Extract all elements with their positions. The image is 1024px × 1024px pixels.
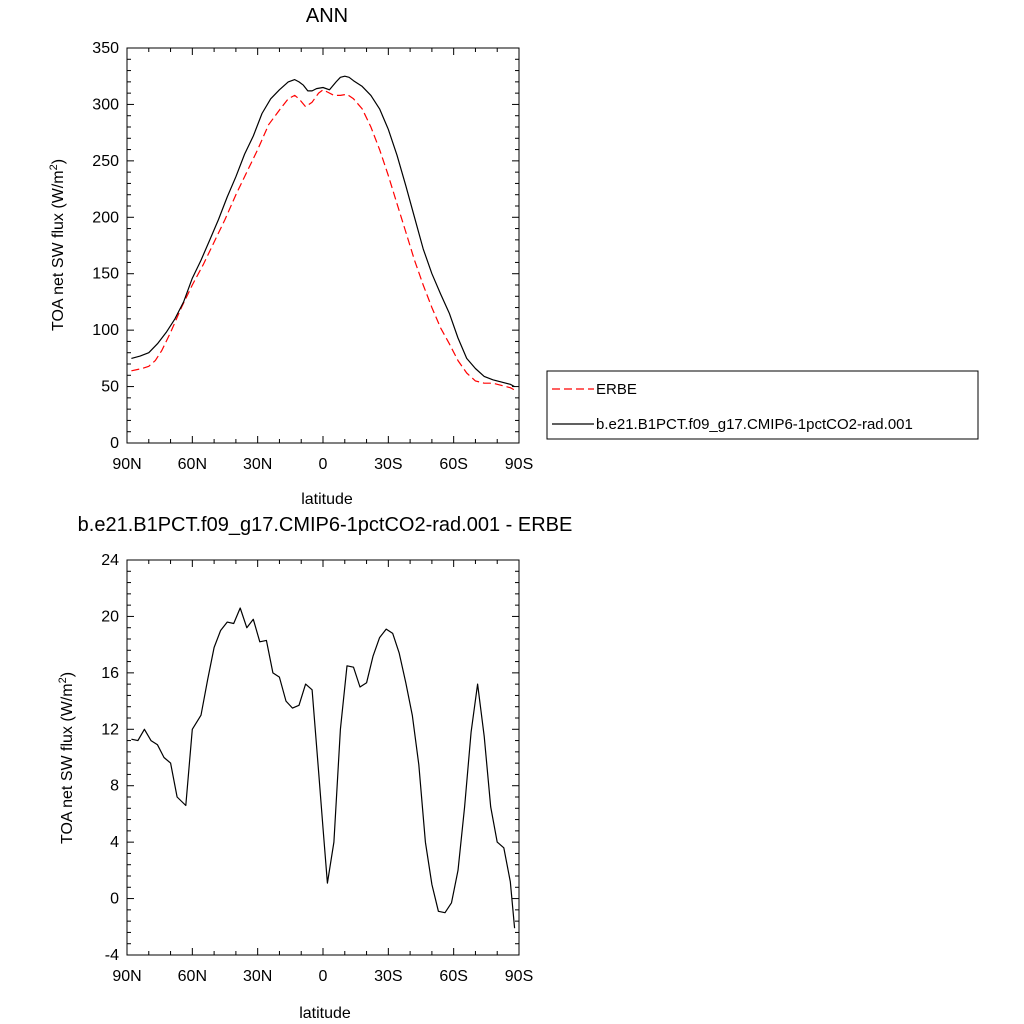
bottom-x-tick-label: 90S xyxy=(505,968,533,985)
top-y-tick-label: 350 xyxy=(92,40,119,57)
bottom-y-tick-label: 24 xyxy=(101,552,119,569)
bottom-y-tick-label: 20 xyxy=(101,608,119,625)
bottom-series-lines xyxy=(131,607,516,929)
top-y-axis-unit: (W/m xyxy=(50,170,67,208)
top-x-tick-label: 30N xyxy=(243,456,272,473)
top-x-axis-label: latitude xyxy=(301,491,353,508)
top-series-erbe xyxy=(131,89,515,391)
top-y-tick-label: 0 xyxy=(110,435,119,452)
bottom-y-tick-label: 0 xyxy=(110,891,119,908)
top-x-tick-label: 90S xyxy=(505,456,533,473)
top-chart-title: ANN xyxy=(306,5,348,27)
top-y-axis-label: TOA net SW flux (W/m2) xyxy=(48,159,67,331)
top-y-tick-label: 300 xyxy=(92,96,119,113)
top-series-model xyxy=(131,75,515,388)
bottom-y-axis-unit-sup: 2 xyxy=(57,677,69,683)
bottom-y-tick-label: 12 xyxy=(101,721,119,738)
legend: ERBE b.e21.B1PCT.f09_g17.CMIP6-1pctCO2-r… xyxy=(546,370,979,440)
bottom-x-ticks: 90N 60N 30N 0 30S 60S 90S xyxy=(112,560,533,985)
bottom-series-line xyxy=(131,607,516,929)
top-y-ticks: 0 50 100 150 200 250 300 350 xyxy=(92,40,519,452)
top-x-tick-label: 60N xyxy=(178,456,207,473)
top-panel: ANN 0 50 100 150 200 250 300 350 90N 60N 30N 0 30S 6… xyxy=(48,5,533,508)
bottom-panel: b.e21.B1PCT.f09_g17.CMIP6-1pctCO2-rad.00… xyxy=(57,514,572,1022)
top-x-tick-label: 0 xyxy=(319,456,328,473)
top-y-tick-label: 150 xyxy=(92,266,119,283)
top-x-tick-label: 60S xyxy=(439,456,467,473)
bottom-y-axis-unit: (W/m xyxy=(59,683,76,721)
top-x-tick-label: 90N xyxy=(112,456,141,473)
legend-label-erbe: ERBE xyxy=(596,381,637,398)
bottom-chart-title: b.e21.B1PCT.f09_g17.CMIP6-1pctCO2-rad.00… xyxy=(78,514,573,536)
bottom-x-axis-label: latitude xyxy=(299,1005,351,1022)
bottom-y-axis-label: TOA net SW flux (W/m2) xyxy=(57,672,76,844)
bottom-plot-frame xyxy=(126,559,520,956)
bottom-y-axis-label-text: TOA net SW flux xyxy=(59,726,76,844)
top-y-tick-label: 50 xyxy=(101,379,119,396)
bottom-x-tick-label: 90N xyxy=(112,968,141,985)
bottom-x-tick-label: 30S xyxy=(374,968,402,985)
top-y-axis-unit-close: ) xyxy=(50,159,67,164)
bottom-y-tick-label: 16 xyxy=(101,665,119,682)
top-plot-frame xyxy=(126,47,520,444)
top-x-tick-label: 30S xyxy=(374,456,402,473)
top-series-lines xyxy=(131,75,515,391)
legend-box xyxy=(546,370,979,440)
top-y-axis-label-text: TOA net SW flux xyxy=(50,213,67,331)
bottom-y-axis-unit-close: ) xyxy=(59,672,76,677)
legend-label-model: b.e21.B1PCT.f09_g17.CMIP6-1pctCO2-rad.00… xyxy=(596,416,913,433)
bottom-x-tick-label: 30N xyxy=(243,968,272,985)
bottom-y-ticks: -4 0 4 8 12 16 20 24 xyxy=(101,552,519,964)
bottom-x-tick-label: 60S xyxy=(439,968,467,985)
top-x-ticks: 90N 60N 30N 0 30S 60S 90S xyxy=(112,48,533,473)
top-y-tick-label: 100 xyxy=(92,322,119,339)
bottom-y-tick-label: 4 xyxy=(110,834,119,851)
top-y-tick-label: 250 xyxy=(92,153,119,170)
top-y-axis-unit-sup: 2 xyxy=(48,164,60,170)
top-y-tick-label: 200 xyxy=(92,209,119,226)
bottom-y-tick-label: -4 xyxy=(105,947,119,964)
bottom-x-tick-label: 60N xyxy=(178,968,207,985)
bottom-x-tick-label: 0 xyxy=(319,968,328,985)
bottom-y-tick-label: 8 xyxy=(110,778,119,795)
